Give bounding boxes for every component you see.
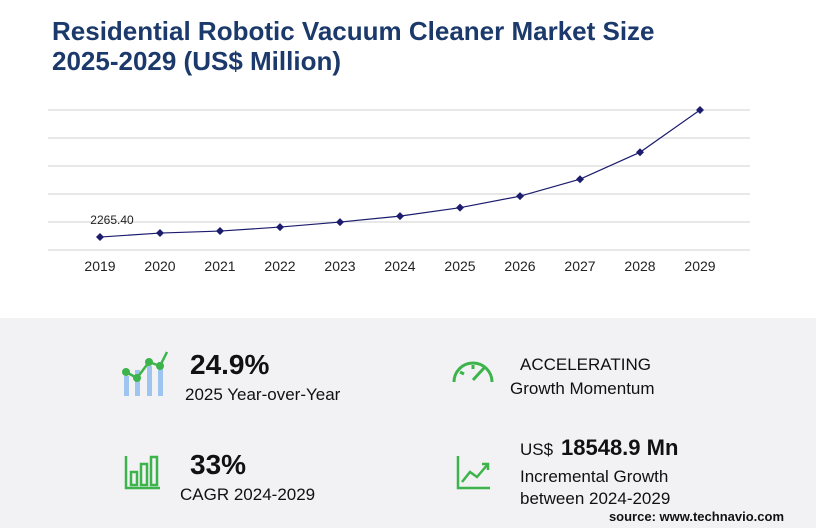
marker (396, 212, 404, 221)
source: source: www.technavio.com (609, 509, 784, 524)
bar-chart-icon (124, 455, 160, 490)
kpi-prefix: US$ (520, 440, 554, 459)
chart-subtitle: 2025-2029 (US$ Million) (52, 46, 341, 76)
kpi-label: between 2024-2029 (520, 489, 670, 508)
x-tick-label: 2021 (204, 258, 235, 274)
x-tick-label: 2023 (324, 258, 355, 274)
kpi-label: 2025 Year-over-Year (185, 385, 341, 404)
x-tick-label: 2025 (444, 258, 475, 274)
x-tick-label: 2020 (144, 258, 175, 274)
x-tick-label: 2028 (624, 258, 655, 274)
marker (696, 106, 704, 114)
kpi-label: CAGR 2024-2029 (180, 485, 315, 504)
marker (516, 192, 524, 201)
x-tick-label: 2024 (384, 258, 415, 274)
marker (576, 175, 584, 184)
kpi-value: ACCELERATING (520, 355, 651, 374)
marker (216, 227, 224, 236)
kpi-value: 24.9% (190, 349, 269, 380)
kpi-label: Growth Momentum (510, 379, 655, 398)
kpi-label: Incremental Growth (520, 467, 668, 486)
growth-icon (122, 351, 169, 396)
marker (636, 148, 644, 157)
x-tick-label: 2027 (564, 258, 595, 274)
marker (456, 203, 464, 212)
kpi-value: 18548.9 Mn (561, 435, 678, 460)
x-tick-label: 2029 (684, 258, 715, 274)
marker (156, 229, 164, 238)
trend-icon (456, 456, 490, 490)
x-tick-label: 2019 (84, 258, 115, 274)
gauge-icon (452, 361, 494, 383)
marker (276, 223, 284, 232)
kpi-panel (0, 318, 816, 528)
chart-title: Residential Robotic Vacuum Cleaner Marke… (52, 16, 655, 46)
marker (96, 233, 104, 242)
data-label: 2265.40 (90, 213, 134, 227)
x-tick-label: 2022 (264, 258, 295, 274)
x-tick-label: 2026 (504, 258, 535, 274)
kpi-value: 33% (190, 449, 246, 480)
marker (336, 218, 344, 227)
